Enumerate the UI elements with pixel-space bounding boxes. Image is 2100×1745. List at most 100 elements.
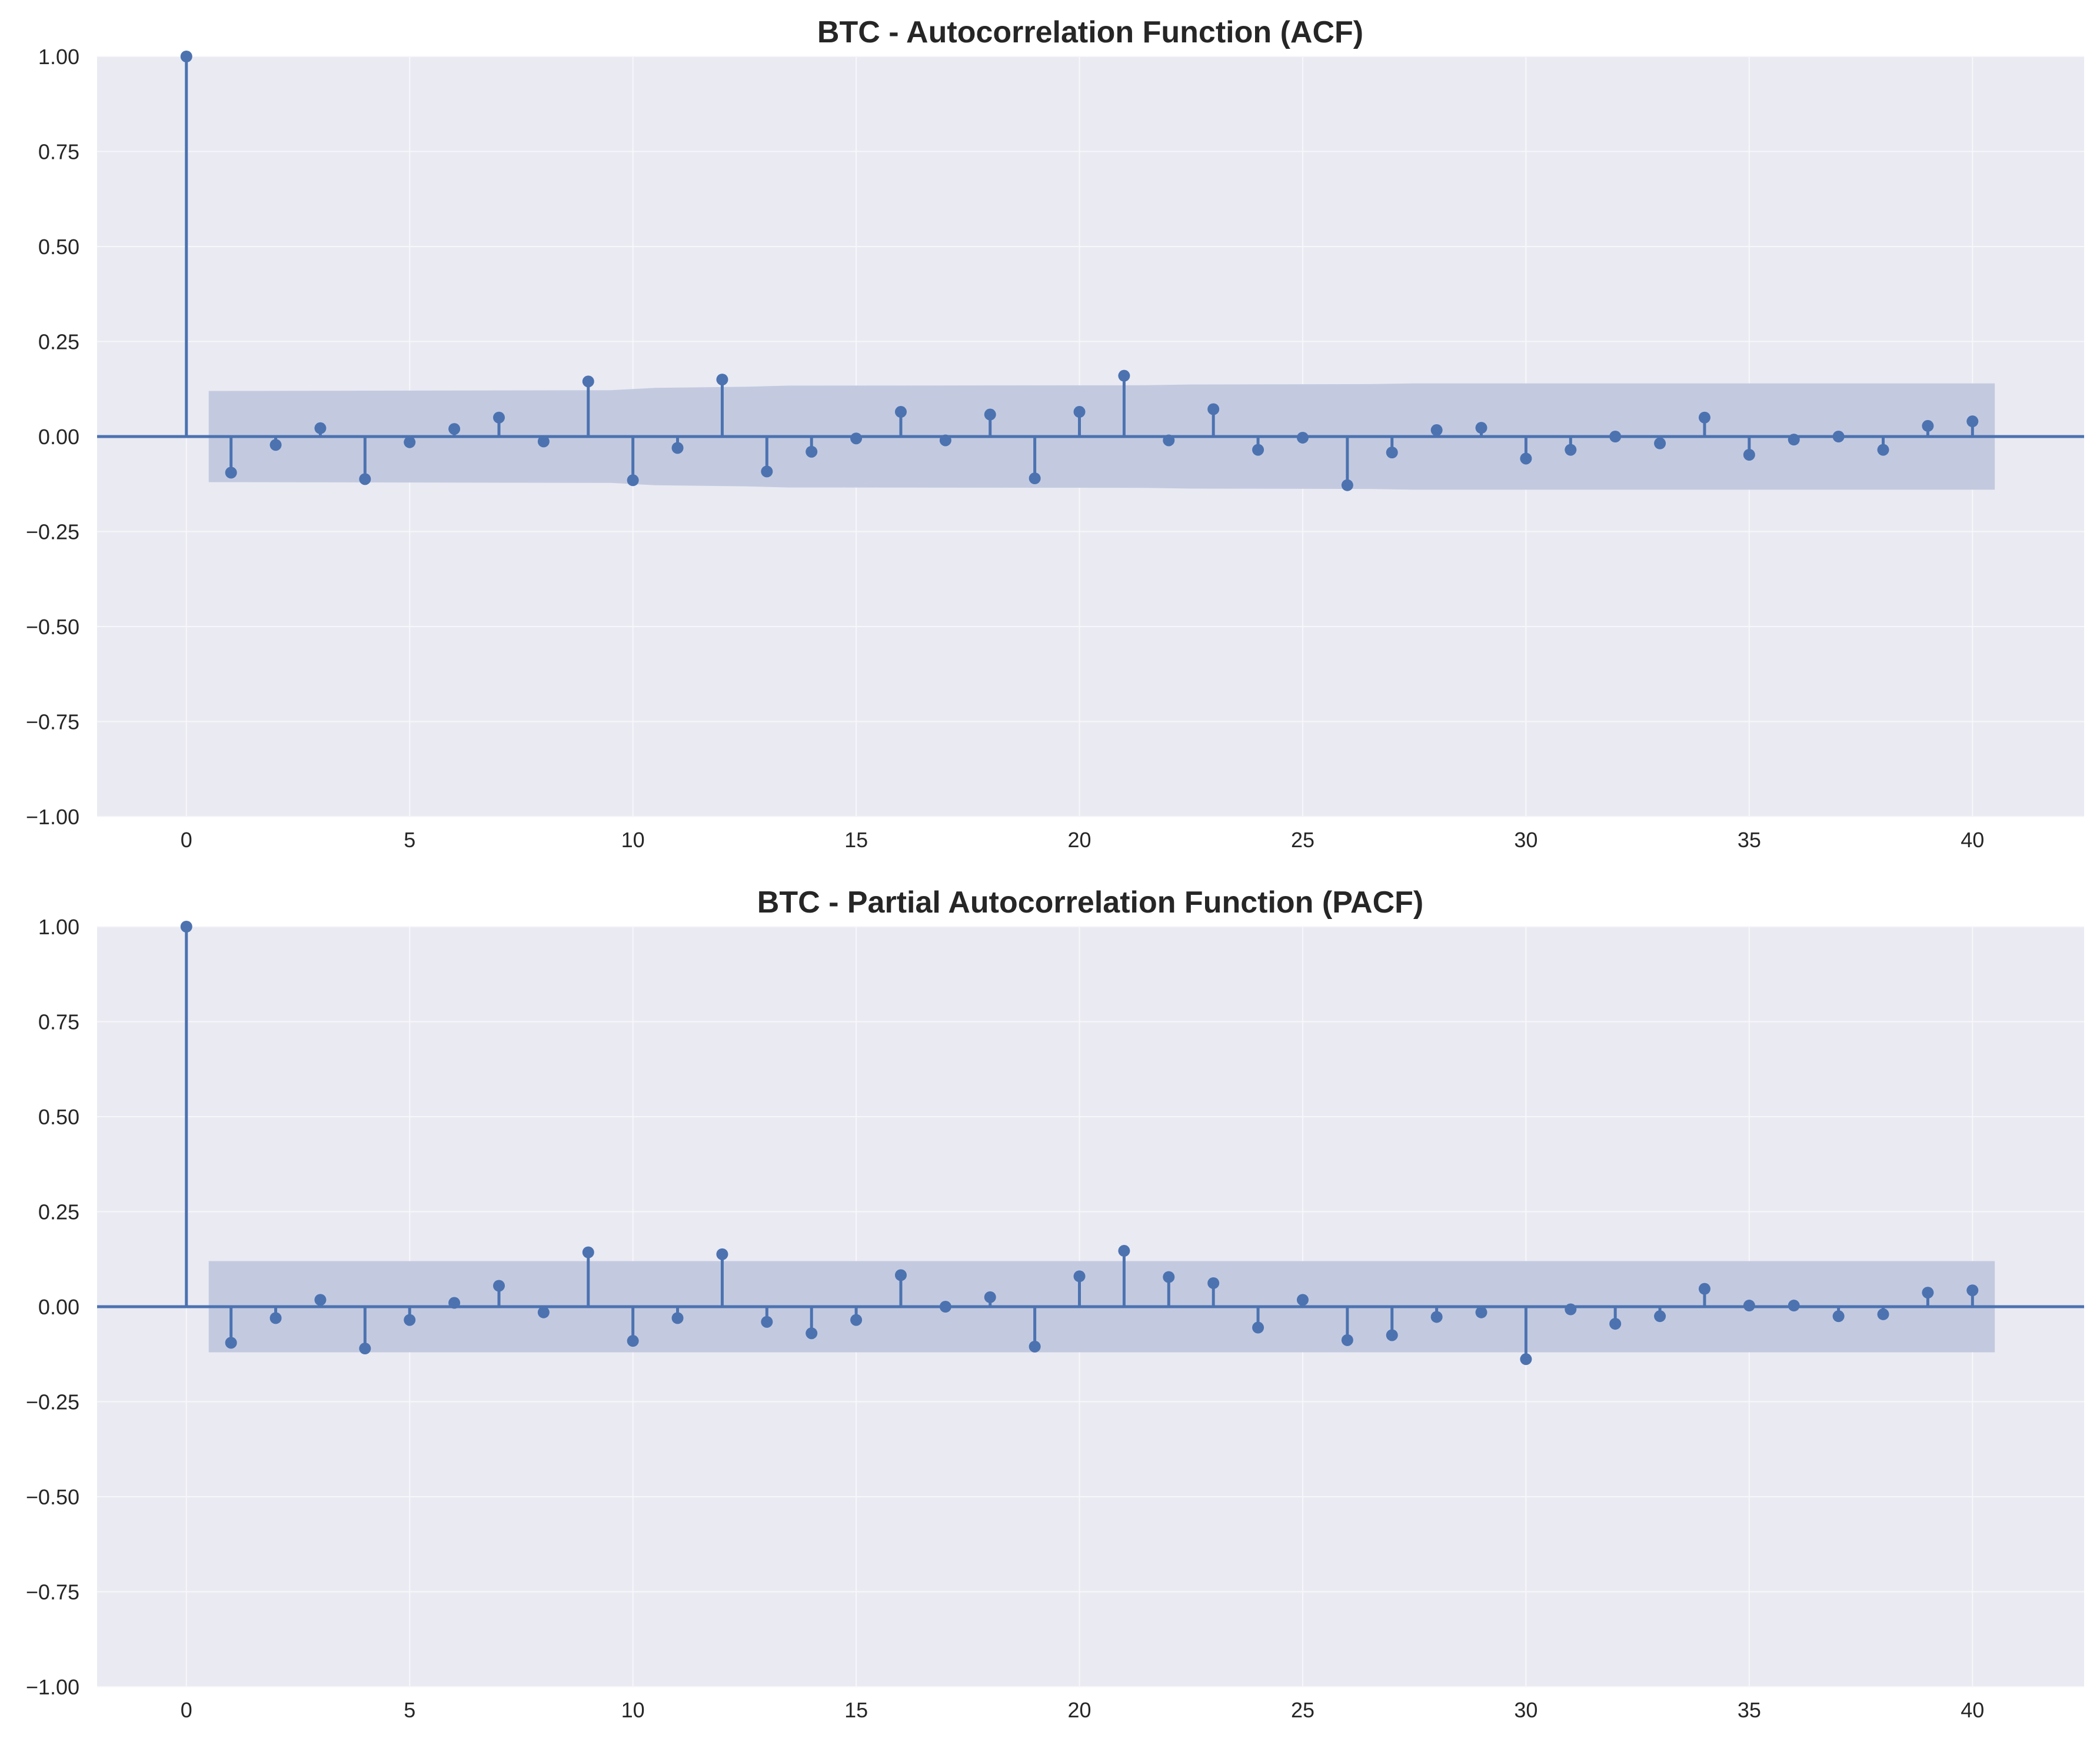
- pacf-marker-lag-19: [1029, 1340, 1041, 1353]
- acf-xtick-label: 10: [621, 828, 645, 852]
- acf-tick-labels: 0 5 10 15 20 25 30 35 40 1.00 0.75 0.50 0.25 0.00 −0.2…: [26, 45, 1984, 852]
- acf-xtick-label: 25: [1291, 828, 1314, 852]
- pacf-ytick-label: −1.00: [26, 1675, 79, 1699]
- pacf-ytick-label: −0.75: [26, 1580, 79, 1604]
- acf-marker-lag-35: [1743, 449, 1755, 461]
- acf-marker-lag-34: [1698, 411, 1710, 424]
- pacf-ytick-label: 0.75: [38, 1010, 79, 1034]
- acf-marker-lag-18: [984, 408, 996, 421]
- pacf-marker-lag-2: [269, 1312, 282, 1324]
- pacf-marker-lag-37: [1832, 1310, 1845, 1323]
- pacf-marker-lag-30: [1520, 1353, 1532, 1366]
- acf-marker-lag-23: [1207, 403, 1220, 415]
- pacf-marker-lag-24: [1252, 1321, 1264, 1334]
- acf-marker-lag-10: [627, 474, 639, 487]
- acf-marker-lag-27: [1386, 447, 1398, 459]
- pacf-xtick-label: 25: [1291, 1698, 1314, 1722]
- acf-ytick-label: 0.75: [38, 140, 79, 164]
- acf-title: BTC - Autocorrelation Function (ACF): [817, 15, 1363, 49]
- acf-marker-lag-7: [492, 411, 505, 424]
- pacf-marker-lag-15: [850, 1314, 863, 1326]
- pacf-marker-lag-20: [1073, 1270, 1086, 1283]
- acf-marker-lag-31: [1565, 444, 1577, 456]
- acf-marker-lag-5: [404, 436, 416, 448]
- acf-marker-lag-2: [269, 439, 282, 451]
- pacf-marker-lag-25: [1296, 1294, 1309, 1306]
- acf-marker-lag-30: [1520, 452, 1532, 465]
- acf-xtick-label: 5: [404, 828, 415, 852]
- pacf-marker-lag-21: [1118, 1245, 1130, 1257]
- acf-marker-lag-29: [1475, 422, 1487, 434]
- pacf-marker-lag-38: [1877, 1308, 1889, 1320]
- pacf-stems: [180, 921, 1979, 1366]
- pacf-xtick-label: 40: [1961, 1698, 1984, 1722]
- pacf-title: BTC - Partial Autocorrelation Function (…: [757, 885, 1423, 920]
- pacf-marker-lag-3: [314, 1294, 327, 1306]
- pacf-marker-lag-22: [1163, 1271, 1175, 1283]
- pacf-ytick-label: 0.25: [38, 1200, 79, 1224]
- pacf-marker-lag-18: [984, 1291, 996, 1303]
- pacf-xtick-label: 10: [621, 1698, 645, 1722]
- pacf-marker-lag-23: [1207, 1277, 1220, 1289]
- acf-marker-lag-6: [448, 423, 461, 435]
- pacf-xtick-label: 20: [1068, 1698, 1091, 1722]
- acf-marker-lag-4: [359, 473, 371, 485]
- pacf-marker-lag-28: [1430, 1311, 1443, 1323]
- pacf-marker-lag-39: [1922, 1287, 1934, 1299]
- acf-ytick-label: −0.25: [26, 520, 79, 544]
- pacf-xtick-label: 15: [844, 1698, 868, 1722]
- pacf-marker-lag-29: [1475, 1306, 1487, 1318]
- acf-marker-lag-28: [1430, 424, 1443, 437]
- acf-marker-lag-9: [582, 375, 594, 388]
- acf-xtick-label: 15: [844, 828, 868, 852]
- acf-xtick-label: 20: [1068, 828, 1091, 852]
- pacf-xtick-label: 35: [1738, 1698, 1761, 1722]
- pacf-marker-lag-4: [359, 1343, 371, 1355]
- acf-marker-lag-26: [1341, 479, 1353, 491]
- acf-ytick-label: 0.00: [38, 425, 79, 449]
- acf-ytick-label: −0.75: [26, 710, 79, 734]
- acf-chart: 0 5 10 15 20 25 30 35 40 1.00 0.75 0.50 0.25 0.00 −0.2…: [26, 15, 2084, 852]
- pacf-marker-lag-26: [1341, 1334, 1353, 1346]
- pacf-marker-lag-16: [894, 1269, 907, 1281]
- acf-marker-lag-1: [225, 467, 237, 479]
- acf-marker-lag-15: [850, 432, 863, 445]
- acf-xtick-label: 30: [1514, 828, 1537, 852]
- acf-marker-lag-16: [894, 406, 907, 418]
- acf-xtick-label: 35: [1738, 828, 1761, 852]
- pacf-marker-lag-27: [1386, 1329, 1398, 1341]
- acf-marker-lag-14: [806, 445, 818, 458]
- pacf-marker-lag-32: [1609, 1318, 1622, 1330]
- acf-ytick-label: 0.50: [38, 235, 79, 259]
- pacf-marker-lag-40: [1966, 1284, 1979, 1297]
- acf-marker-lag-33: [1654, 437, 1666, 449]
- acf-marker-lag-3: [314, 422, 327, 434]
- acf-xtick-label: 0: [181, 828, 192, 852]
- pacf-marker-lag-13: [761, 1316, 773, 1328]
- pacf-chart: 0 5 10 15 20 25 30 35 40 1.00 0.75 0.50 0.25 0.00 −0.2…: [26, 885, 2084, 1722]
- acf-xtick-label: 40: [1961, 828, 1984, 852]
- pacf-ytick-label: −0.25: [26, 1390, 79, 1414]
- acf-marker-lag-19: [1029, 472, 1041, 485]
- acf-marker-lag-20: [1073, 406, 1086, 418]
- pacf-ytick-label: −0.50: [26, 1485, 79, 1509]
- pacf-marker-lag-33: [1654, 1310, 1666, 1323]
- pacf-marker-lag-10: [627, 1335, 639, 1347]
- acf-ytick-label: −0.50: [26, 615, 79, 639]
- pacf-marker-lag-9: [582, 1246, 594, 1258]
- acf-marker-lag-24: [1252, 444, 1264, 456]
- pacf-xtick-label: 5: [404, 1698, 415, 1722]
- pacf-ytick-label: 1.00: [38, 915, 79, 939]
- acf-marker-lag-39: [1922, 419, 1934, 432]
- pacf-marker-lag-8: [537, 1306, 550, 1318]
- acf-ytick-label: 0.25: [38, 330, 79, 354]
- pacf-xtick-label: 30: [1514, 1698, 1537, 1722]
- acf-marker-lag-21: [1118, 369, 1130, 382]
- pacf-marker-lag-12: [716, 1248, 728, 1260]
- pacf-marker-lag-7: [492, 1280, 505, 1292]
- acf-ytick-label: −1.00: [26, 805, 79, 829]
- pacf-ytick-label: 0.00: [38, 1295, 79, 1319]
- acf-marker-lag-0: [180, 51, 192, 62]
- pacf-marker-lag-0: [180, 921, 192, 933]
